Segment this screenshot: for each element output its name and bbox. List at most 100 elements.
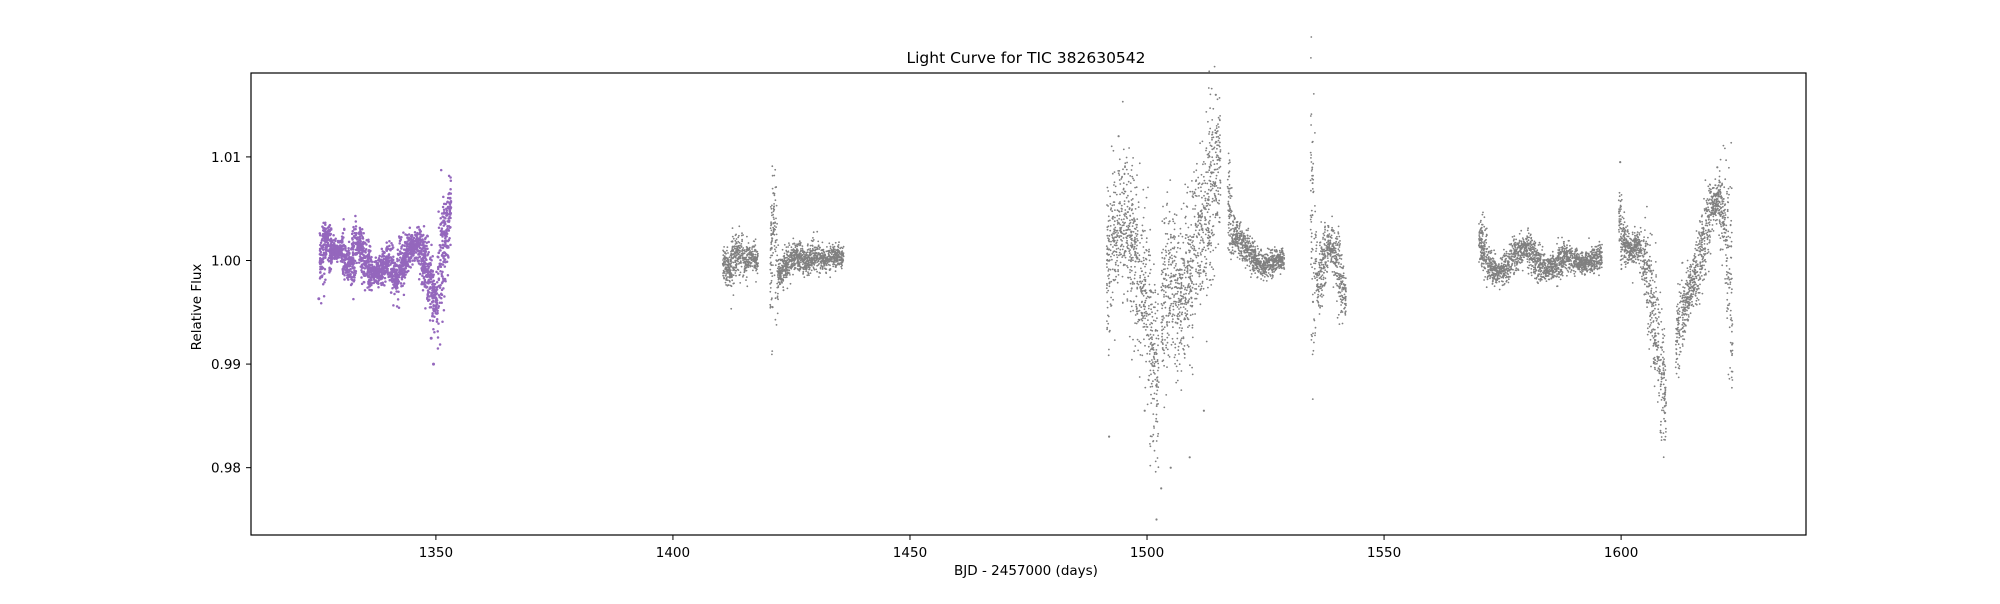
data-point [1191, 236, 1193, 239]
data-point [1117, 247, 1120, 250]
data-point [731, 273, 733, 276]
data-point [425, 241, 429, 245]
data-point [1148, 374, 1151, 377]
data-point [402, 254, 405, 258]
data-point [807, 272, 810, 275]
data-point [399, 238, 403, 241]
data-point [350, 270, 353, 273]
data-point [362, 253, 365, 257]
data-point [1154, 301, 1157, 304]
data-point [824, 262, 827, 265]
data-point [1163, 349, 1165, 352]
data-point [818, 271, 821, 274]
data-point [324, 223, 327, 227]
data-point [1128, 147, 1130, 149]
data-point [1166, 242, 1169, 245]
data-point [1145, 323, 1148, 326]
data-point [1168, 309, 1171, 311]
data-point [1141, 319, 1144, 322]
data-point [441, 239, 444, 243]
data-point [771, 237, 773, 240]
data-point [801, 247, 804, 250]
data-point [1143, 325, 1146, 328]
data-point [782, 274, 785, 277]
data-point [771, 204, 773, 207]
data-point [1113, 230, 1115, 233]
data-point [1138, 309, 1141, 312]
data-point [722, 272, 724, 274]
data-point [403, 270, 407, 274]
data-point [796, 243, 798, 246]
data-point [1173, 238, 1176, 240]
data-point [1120, 204, 1123, 207]
data-point [1111, 252, 1114, 255]
data-point [799, 259, 802, 262]
data-point [1188, 292, 1190, 295]
data-point [1121, 100, 1124, 103]
data-point [1194, 229, 1197, 232]
data-point [428, 319, 432, 322]
data-point [774, 264, 777, 267]
data-point [1141, 314, 1144, 317]
data-point [1197, 187, 1200, 189]
data-point [1171, 320, 1174, 323]
data-point [1106, 282, 1108, 285]
data-point [1107, 190, 1110, 192]
data-point [1142, 286, 1144, 288]
data-point [749, 264, 752, 266]
data-point [351, 238, 354, 241]
data-point [727, 259, 730, 261]
data-point [1119, 261, 1122, 264]
data-point [1135, 223, 1138, 226]
data-point [323, 272, 326, 276]
data-point [1143, 278, 1146, 281]
data-point [1137, 349, 1139, 352]
data-point [389, 256, 393, 259]
data-point [1106, 320, 1108, 322]
data-point [437, 277, 441, 280]
data-point [1191, 373, 1194, 376]
data-point [735, 254, 738, 257]
data-point [729, 269, 732, 272]
data-point [1182, 297, 1185, 299]
data-point [756, 258, 758, 261]
data-point [1108, 273, 1111, 276]
data-point [729, 274, 731, 276]
data-point [418, 228, 421, 231]
data-point [1187, 299, 1190, 302]
data-point [1173, 294, 1176, 297]
data-point [793, 262, 795, 264]
data-point [323, 243, 326, 246]
data-point [1129, 214, 1131, 217]
data-point [798, 261, 801, 263]
data-point [742, 247, 745, 249]
data-point [338, 251, 341, 254]
data-point [412, 241, 415, 244]
data-point [319, 253, 322, 256]
data-point [1157, 381, 1160, 383]
data-point [353, 266, 356, 269]
data-point [1138, 340, 1141, 343]
data-point [421, 247, 424, 250]
data-point [400, 251, 404, 255]
data-point [805, 262, 807, 265]
data-point [729, 280, 731, 283]
data-point [1209, 144, 1212, 147]
data-point [1144, 289, 1147, 291]
data-point [753, 246, 755, 248]
data-point [391, 259, 395, 262]
data-point [1174, 293, 1177, 295]
data-point [737, 257, 740, 259]
data-point [770, 241, 773, 244]
data-point [1143, 251, 1146, 254]
data-point [1193, 253, 1196, 256]
data-point [1133, 239, 1136, 242]
data-point [433, 282, 437, 286]
data-point [354, 252, 358, 255]
data-point [411, 238, 415, 242]
data-point [435, 280, 439, 284]
data-point [792, 273, 794, 276]
data-point [810, 269, 813, 272]
data-point [728, 256, 731, 259]
data-point [340, 251, 343, 254]
